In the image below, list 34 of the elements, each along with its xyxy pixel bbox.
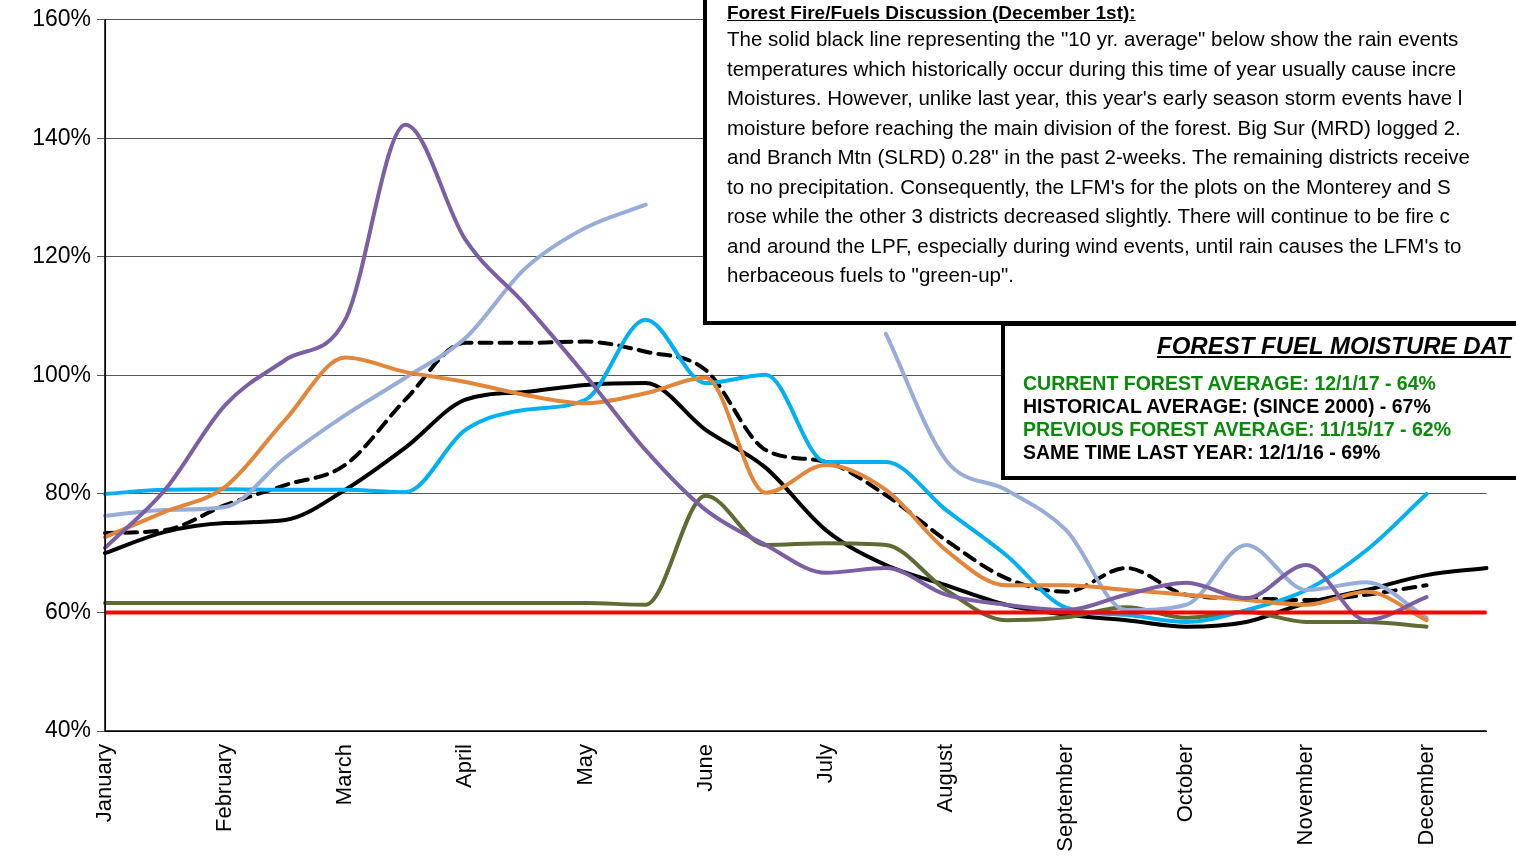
y-tick-label: 60% [44, 597, 91, 624]
x-tick-label: February [211, 744, 237, 833]
x-tick-label: August [932, 744, 958, 813]
x-tick-label: November [1292, 744, 1318, 846]
annotation: FOREST FUEL MOISTURE DAT [1157, 331, 1514, 361]
y-tick-label: 120% [32, 242, 91, 269]
y-tick-label: 80% [44, 479, 91, 506]
annotation: Forest Fire/Fuels Discussion (December 1st): [727, 2, 1137, 24]
annotation: moisture before reaching the main division of the forest. Big Sur (MRD) logged 2. [727, 114, 1462, 141]
y-tick-label: 140% [32, 123, 91, 150]
x-tick-label: March [331, 744, 357, 806]
y-tick-label: 160% [32, 5, 91, 32]
annotation: to no precipitation. Consequently, the LFM's for the plots on the Monterey and S [727, 173, 1452, 200]
annotation: herbaceous fuels to "green-up". [727, 262, 1015, 288]
x-tick-label: September [1052, 744, 1078, 852]
x-tick-label: December [1412, 744, 1438, 846]
annotation: CURRENT FOREST AVERAGE: 12/1/17 - 64% [1023, 372, 1437, 395]
annotation: temperatures which historically occur during this time of year usually cause incre [727, 55, 1458, 82]
annotation: The solid black line representing the "10 yr. average" below show the rain events [727, 26, 1460, 52]
annotation: and around the LPF, especially during wind events, until rain causes the LFM's to [727, 232, 1463, 259]
annotation: Moistures. However, unlike last year, this year's early season storm events have l [727, 85, 1464, 111]
x-tick-label: May [571, 744, 597, 786]
annotation: and Branch Mtn (SLRD) 0.28" in the past 2-weeks. The remaining districts receive [727, 144, 1471, 170]
x-tick-label: July [811, 744, 837, 784]
annotation: SAME TIME LAST YEAR: 12/1/16 - 69% [1023, 441, 1382, 464]
x-tick-label: January [91, 744, 117, 823]
x-tick-label: June [691, 744, 717, 792]
y-tick-label: 100% [32, 360, 91, 387]
annotation: PREVIOUS FOREST AVERAGE: 11/15/17 - 62% [1023, 418, 1453, 441]
annotation: HISTORICAL AVERAGE: (SINCE 2000) - 67% [1023, 395, 1432, 418]
y-tick-label: 40% [44, 716, 91, 743]
x-tick-label: April [451, 744, 477, 789]
x-tick-label: October [1172, 744, 1198, 823]
annotation: rose while the other 3 districts decreased slightly. There will continue to be fire c [727, 203, 1451, 229]
